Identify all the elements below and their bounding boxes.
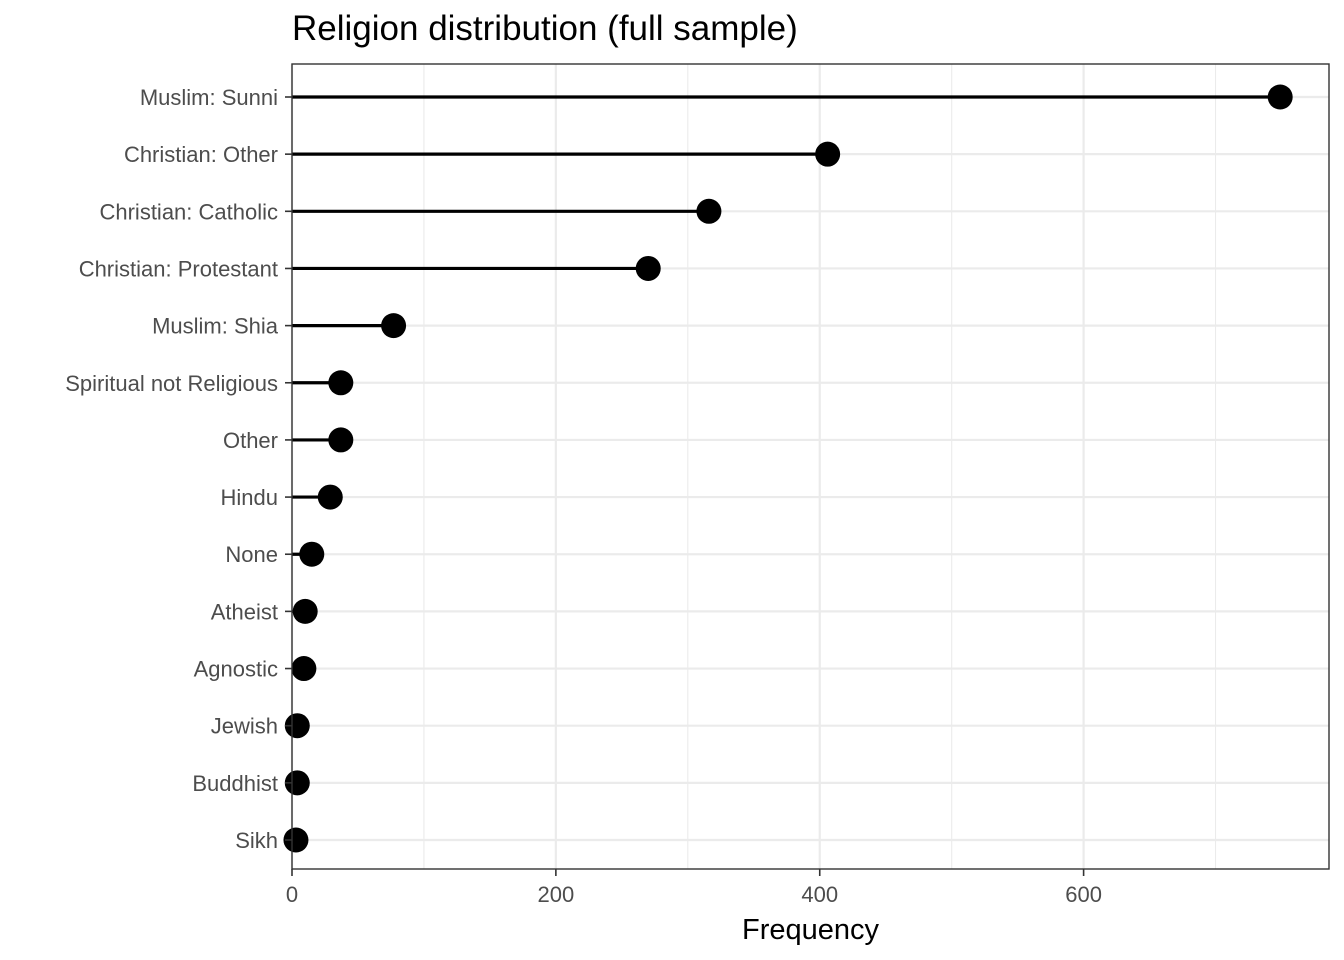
y-tick-label: Agnostic: [194, 657, 278, 682]
data-point: [284, 770, 310, 796]
y-tick-label: Christian: Protestant: [79, 256, 278, 281]
x-tick-label: 200: [538, 882, 575, 907]
panel-border: [291, 63, 1330, 870]
data-point: [283, 827, 309, 853]
x-tick-label: 600: [1065, 882, 1102, 907]
minor-gridlines: [423, 64, 1217, 869]
y-tick-label: Atheist: [211, 599, 278, 624]
data-point: [284, 713, 310, 739]
lollipop-segments: [292, 95, 1281, 842]
y-tick-label: Jewish: [211, 714, 278, 739]
data-point: [291, 656, 317, 682]
y-tick-label: Christian: Other: [124, 142, 278, 167]
data-point: [381, 313, 407, 339]
data-point: [299, 541, 325, 567]
y-tick-label: Sikh: [235, 828, 278, 853]
y-axis: Muslim: Sunni Christian: Other Christian: …: [65, 85, 292, 853]
data-point: [328, 427, 354, 453]
data-point: [292, 598, 318, 624]
x-tick-label: 0: [286, 882, 298, 907]
y-tick-label: Spiritual not Religious: [65, 371, 278, 396]
data-point: [696, 198, 722, 224]
lollipop-points: [283, 84, 1293, 853]
data-point: [328, 370, 354, 396]
y-tick-label: Hindu: [221, 485, 278, 510]
x-tick-label: 400: [801, 882, 838, 907]
data-point: [317, 484, 343, 510]
y-tick-label: Muslim: Sunni: [140, 85, 278, 110]
major-gridlines: [290, 64, 1329, 869]
x-axis: 0 200 400 600: [286, 869, 1102, 907]
data-point: [635, 255, 661, 281]
chart-title: Religion distribution (full sample): [292, 9, 798, 48]
y-tick-label: None: [225, 542, 278, 567]
data-point: [1267, 84, 1293, 110]
y-tick-label: Buddhist: [192, 771, 278, 796]
x-axis-title: Frequency: [742, 914, 880, 946]
y-tick-label: Other: [223, 428, 278, 453]
data-point: [815, 141, 841, 167]
y-tick-label: Muslim: Shia: [152, 314, 279, 339]
y-tick-label: Christian: Catholic: [99, 199, 278, 224]
